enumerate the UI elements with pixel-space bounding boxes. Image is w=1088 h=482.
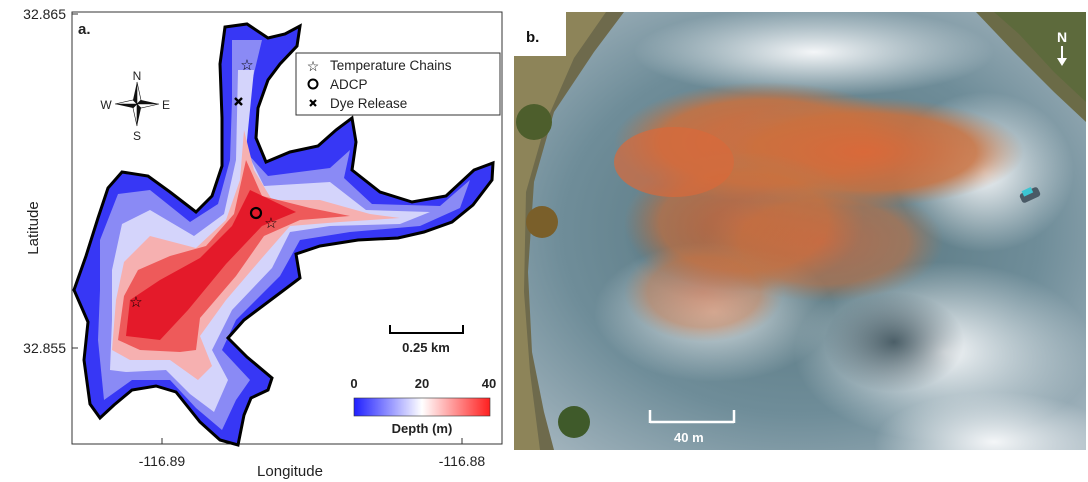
dye-plume [614,82,1024,342]
legend-label: Temperature Chains [330,58,452,73]
panel-b-svg: b. N 40 m [514,12,1086,450]
x-tick-label: -116.88 [439,453,486,469]
legend-circle-icon [307,78,319,90]
dye-release-cross-icon [234,97,243,106]
depth-colorbar: 0 20 40 Depth (m) [350,376,496,436]
panel-b-label: b. [526,29,539,46]
map-legend: ☆ Temperature Chains ADCP Dye Release [295,52,501,116]
temperature-chain-markers: ☆ ☆ ☆ [129,57,277,311]
adcp-circle-icon [249,206,263,220]
scale-bar-label: 0.25 km [402,340,450,355]
colorbar-tick-label: 0 [350,376,357,391]
panel-b-label-box [514,12,566,56]
north-arrow-label: N [1057,29,1067,45]
temperature-chain-star-icon: ☆ [240,57,253,74]
panel-a-bathymetry-map: a. 32.865 32.855 -116.89 -116.88 Longitu… [0,0,510,482]
legend-label: ADCP [330,77,368,92]
photo-scale-bar: 40 m [648,410,736,445]
colorbar-label: Depth (m) [392,421,453,436]
y-tick-label: 32.855 [23,340,66,356]
y-axis-label: Latitude [25,201,42,254]
x-tick-label: -116.89 [139,453,186,469]
compass-rose: N S W E [100,69,170,143]
temperature-chain-star-icon: ☆ [264,215,277,232]
photo-scale-bar-label: 40 m [674,430,704,445]
compass-east-label: E [162,98,170,112]
temperature-chain-star-icon: ☆ [129,294,142,311]
legend-cross-icon [309,99,317,107]
panel-a-label: a. [78,21,91,38]
compass-west-label: W [100,98,112,112]
legend-star-icon: ☆ [307,58,320,74]
legend-label: Dye Release [330,96,407,111]
y-tick-label: 32.865 [23,6,66,22]
boat-icon [1019,186,1041,203]
panel-a-svg: a. 32.865 32.855 -116.89 -116.88 Longitu… [23,6,503,480]
colorbar-tick-label: 20 [415,376,429,391]
x-axis-label: Longitude [257,463,323,480]
north-arrow-icon: N [1057,29,1067,66]
colorbar-tick-label: 40 [482,376,496,391]
map-scale-bar: 0.25 km [389,325,464,355]
panel-b-aerial-photo: b. N 40 m [514,12,1086,450]
compass-north-label: N [133,69,142,83]
compass-south-label: S [133,129,141,143]
